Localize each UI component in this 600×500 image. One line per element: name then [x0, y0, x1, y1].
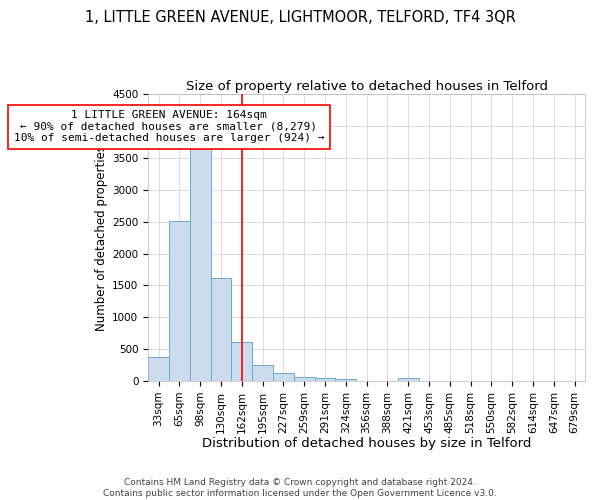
- Bar: [252, 364, 273, 381]
- Bar: [190, 144, 211, 381]
- Text: 1, LITTLE GREEN AVENUE, LIGHTMOOR, TELFORD, TF4 3QR: 1, LITTLE GREEN AVENUE, LIGHTMOOR, TELFO…: [85, 10, 515, 25]
- Text: 1 LITTLE GREEN AVENUE: 164sqm
← 90% of detached houses are smaller (8,279)
10% o: 1 LITTLE GREEN AVENUE: 164sqm ← 90% of d…: [14, 110, 324, 144]
- Bar: [211, 278, 232, 381]
- X-axis label: Distribution of detached houses by size in Telford: Distribution of detached houses by size …: [202, 437, 531, 450]
- Bar: [169, 221, 190, 381]
- Text: Contains HM Land Registry data © Crown copyright and database right 2024.
Contai: Contains HM Land Registry data © Crown c…: [103, 478, 497, 498]
- Title: Size of property relative to detached houses in Telford: Size of property relative to detached ho…: [185, 80, 548, 93]
- Bar: [314, 378, 335, 381]
- Bar: [294, 378, 314, 381]
- Bar: [273, 374, 294, 381]
- Bar: [232, 342, 252, 381]
- Y-axis label: Number of detached properties: Number of detached properties: [95, 144, 108, 330]
- Bar: [335, 379, 356, 381]
- Bar: [148, 358, 169, 381]
- Bar: [398, 378, 419, 381]
